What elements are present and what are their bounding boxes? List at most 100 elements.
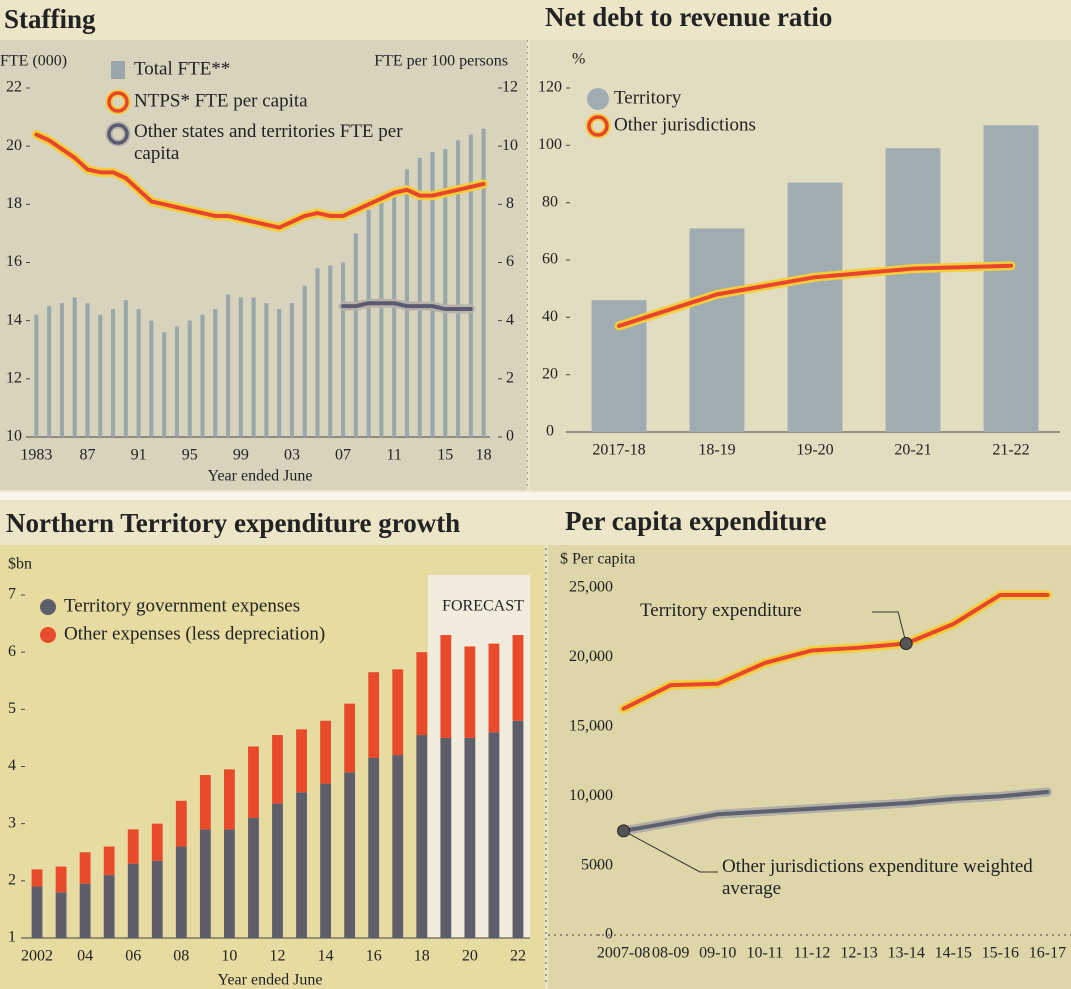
x-tick-label: 11-12 <box>794 945 831 962</box>
y2-tick-label: 6 <box>506 253 514 270</box>
x-tick-label: 08-09 <box>652 945 689 962</box>
y-tick-label: 18 <box>6 195 22 212</box>
y-tick-label: 6 <box>8 643 16 660</box>
bar <box>238 297 243 437</box>
bar <box>127 863 139 938</box>
y-tick-label: 0 <box>546 423 554 440</box>
x-tick-label: 18-19 <box>698 442 735 459</box>
x-tick-label: 14 <box>318 948 334 965</box>
bar <box>272 803 283 938</box>
x-tick-label: 16 <box>366 948 382 965</box>
bar <box>31 886 43 938</box>
annotation: FORECAST <box>442 598 524 615</box>
x-tick-label: 07 <box>335 447 351 464</box>
bar <box>31 869 43 887</box>
marker <box>617 824 631 838</box>
chart-title: Per capita expenditure <box>565 506 826 536</box>
bar <box>440 635 452 738</box>
y-axis-label: FTE (000) <box>0 53 67 70</box>
bar <box>223 769 235 830</box>
bar <box>353 233 358 437</box>
bar <box>151 823 163 861</box>
bar <box>175 846 187 938</box>
y-tick-label: 1 <box>8 929 16 946</box>
y-tick-label: 2 <box>8 872 16 889</box>
y-tick-label: 120 <box>538 79 562 96</box>
y2-tick-label: 8 <box>506 195 514 212</box>
bar <box>55 866 67 893</box>
x-tick-label: 19-20 <box>796 442 833 459</box>
bar <box>787 182 843 432</box>
bar <box>123 300 128 437</box>
y-tick-label: 20 <box>542 365 558 382</box>
bar <box>264 303 269 437</box>
y-tick-label: 12 <box>6 370 22 387</box>
leader <box>623 830 718 873</box>
chart-title: Net debt to revenue ratio <box>545 2 832 32</box>
x-axis-label: Year ended June <box>207 468 312 485</box>
y2-tick-label: 12 <box>502 79 518 96</box>
y-tick-label: 60 <box>542 251 558 268</box>
x-tick-label: 11 <box>386 447 401 464</box>
y-tick-label: 25,000 <box>569 579 613 596</box>
divider <box>0 492 1071 500</box>
bar <box>136 309 141 437</box>
y2-tick-label: 0 <box>506 428 514 445</box>
legend-swatch <box>587 115 609 137</box>
y-tick-label: 20 <box>6 137 22 154</box>
bar <box>72 297 77 437</box>
legend-label: Other expenses (less depreciation) <box>64 623 325 644</box>
bar <box>199 829 211 938</box>
line <box>621 790 1050 833</box>
legend-label: Other states and territories FTE per cap… <box>134 121 403 164</box>
x-tick-label: 21-22 <box>992 442 1029 459</box>
x-tick-label: 20 <box>462 948 478 965</box>
legend-swatch <box>40 627 56 643</box>
x-tick-label: 14-15 <box>935 945 972 962</box>
bar <box>272 735 283 804</box>
y-tick-label: 10 <box>6 428 22 445</box>
legend-swatch <box>587 88 609 110</box>
bar <box>103 846 115 876</box>
x-tick-label: 91 <box>131 447 147 464</box>
legend-label: Territory government expenses <box>64 595 300 616</box>
y-tick-label: 15,000 <box>569 717 613 734</box>
bar <box>481 128 486 437</box>
x-tick-label: 18 <box>476 447 492 464</box>
bar <box>366 210 371 437</box>
x-tick-label: 03 <box>284 447 300 464</box>
y-tick-label: 40 <box>542 308 558 325</box>
panel <box>548 545 1071 989</box>
x-tick-label: 2007-08 <box>597 945 650 962</box>
legend-label: NTPS* FTE per capita <box>134 90 308 111</box>
bar <box>320 783 332 938</box>
y2-tick-label: 2 <box>506 370 514 387</box>
bar <box>464 737 476 938</box>
x-axis-label: Year ended June <box>217 972 322 989</box>
bar <box>127 829 139 864</box>
legend-swatch <box>107 123 129 145</box>
annotation: Territory expenditure <box>640 600 802 621</box>
bar <box>456 140 461 437</box>
y-axis-label: $ Per capita <box>560 551 636 568</box>
annotation-box: Territory expenditure <box>640 600 802 621</box>
y-tick-label: 5 <box>8 700 16 717</box>
y2-tick-label: 4 <box>506 311 514 328</box>
bar <box>248 817 259 938</box>
bar <box>468 134 473 438</box>
x-tick-label: 08 <box>173 948 189 965</box>
bar <box>162 332 167 437</box>
x-tick-label: 10 <box>221 948 237 965</box>
bar <box>885 148 941 432</box>
x-tick-label: 99 <box>233 447 249 464</box>
x-tick-label: 20-21 <box>894 442 931 459</box>
y-tick-label: 5000 <box>581 856 613 873</box>
bar <box>320 720 332 784</box>
bar <box>79 852 91 884</box>
x-tick-label: 10-11 <box>746 945 783 962</box>
x-tick-label: 15 <box>437 447 453 464</box>
legend-swatch <box>40 599 56 615</box>
bar <box>213 309 218 437</box>
bar <box>392 189 397 437</box>
